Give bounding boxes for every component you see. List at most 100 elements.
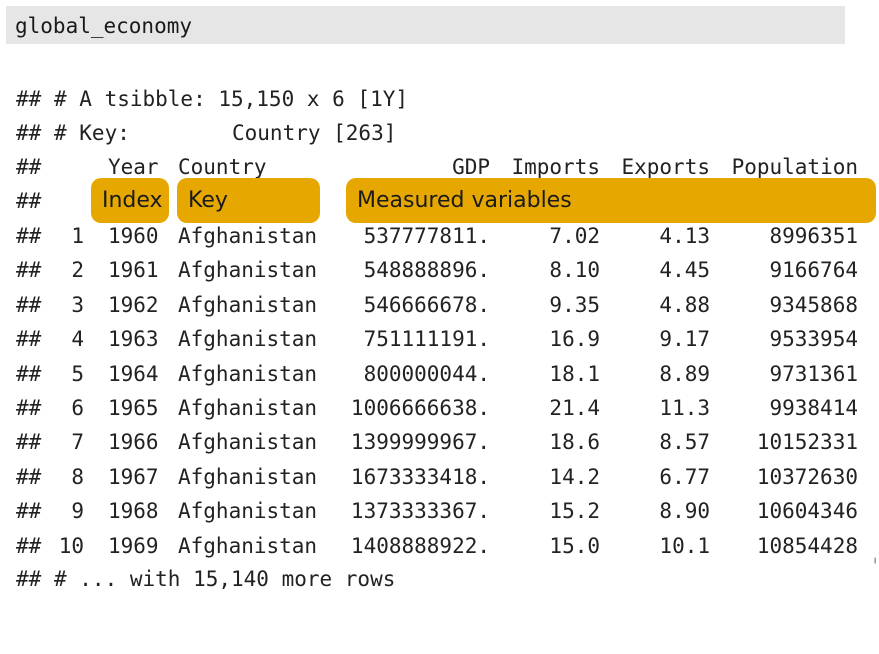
output-prefix: ## <box>16 533 42 558</box>
cell-country: Afghanistan <box>178 499 318 524</box>
code-block: global_economy <box>6 6 845 44</box>
row-number: 9 <box>71 499 84 524</box>
cell-gdp: 1673333418. <box>350 464 490 489</box>
cell-gdp: 548888896. <box>363 258 490 283</box>
row-number: 3 <box>71 292 84 317</box>
cell-exports: 9.17 <box>659 327 710 352</box>
row-number: 5 <box>71 361 84 386</box>
table-row: ## 5 1964 Afghanistan 800000044. 18.1 8.89 9731… <box>16 359 876 389</box>
output-line-column-headers: ## Year Country GDP Imports Exports Popu… <box>16 152 876 182</box>
column-header-population: Population <box>731 155 858 179</box>
cell-imports: 9.35 <box>549 292 600 317</box>
cell-gdp: 800000044. <box>363 361 490 386</box>
cell-year: 1963 <box>108 327 159 352</box>
code-command: global_economy <box>15 14 193 38</box>
output-prefix: ## <box>16 396 42 420</box>
cell-gdp: 1006666638. <box>350 396 490 420</box>
cell-year: 1961 <box>108 258 159 283</box>
output-line-footer: ## # ... with 15,140 more rows <box>16 564 876 594</box>
cell-gdp: 751111191. <box>363 327 490 352</box>
cell-population: 10854428 <box>756 533 858 558</box>
cell-imports: 15.0 <box>549 533 600 558</box>
key-value: Country [263] <box>232 121 397 145</box>
cell-year: 1967 <box>108 464 159 489</box>
cell-country: Afghanistan <box>178 361 318 386</box>
output-prefix: ## <box>16 258 42 283</box>
row-number: 8 <box>71 464 84 489</box>
table-row: ## 3 1962 Afghanistan 546666678. 9.35 4.88 9345… <box>16 290 876 320</box>
cell-country: Afghanistan <box>178 430 318 455</box>
cell-imports: 18.1 <box>549 361 600 386</box>
cell-imports: 21.4 <box>549 396 600 420</box>
cell-country: Afghanistan <box>178 533 318 558</box>
output-prefix: ## <box>16 361 42 386</box>
output-prefix: ## <box>16 464 42 489</box>
cell-population: 9533954 <box>769 327 858 352</box>
cell-country: Afghanistan <box>178 396 318 420</box>
output-prefix: ## <box>16 430 42 455</box>
output-prefix: ## <box>16 567 42 591</box>
table-row: ## 4 1963 Afghanistan 751111191. 16.9 9.17 9533… <box>16 324 876 354</box>
row-number: 4 <box>71 327 84 352</box>
cell-gdp: 546666678. <box>363 292 490 317</box>
table-row: ## 10 1969 Afghanistan 1408888922. 15.0 10.1 10… <box>16 531 876 561</box>
output-line-key: ## # Key: Country [263] <box>16 118 876 148</box>
cell-exports: 4.45 <box>659 258 710 283</box>
cell-country: Afghanistan <box>178 327 318 352</box>
cell-exports: 8.90 <box>659 499 710 524</box>
output-prefix: ## <box>16 499 42 524</box>
key-annotation-badge: Key <box>177 178 320 223</box>
output-line-annotations: ## <box>16 186 876 216</box>
row-number: 7 <box>71 430 84 455</box>
index-annotation-badge: Index <box>91 178 169 223</box>
measured-variables-annotation-badge: Measured variables <box>346 178 876 223</box>
cell-gdp: 1399999967. <box>350 430 490 455</box>
row-number: 1 <box>71 224 84 248</box>
cell-country: Afghanistan <box>178 224 318 248</box>
table-row: ## 8 1967 Afghanistan 1673333418. 14.2 6.77 103… <box>16 462 876 492</box>
cell-imports: 15.2 <box>549 499 600 524</box>
cell-population: 9731361 <box>769 361 858 386</box>
cell-year: 1964 <box>108 361 159 386</box>
cell-exports: 8.89 <box>659 361 710 386</box>
tsibble-header-text: # A tsibble: 15,150 x 6 [1Y] <box>54 87 409 111</box>
output-prefix: ## <box>16 155 42 179</box>
cell-imports: 7.02 <box>549 224 600 248</box>
output-prefix: ## <box>16 87 42 111</box>
table-row: ## 7 1966 Afghanistan 1399999967. 18.6 8.57 101… <box>16 427 876 457</box>
cell-population: 10604346 <box>756 499 858 524</box>
cell-imports: 16.9 <box>549 327 600 352</box>
cell-exports: 8.57 <box>659 430 710 455</box>
table-row: ## 2 1961 Afghanistan 548888896. 8.10 4.45 9166… <box>16 255 876 285</box>
output-prefix: ## <box>16 189 42 213</box>
column-header-year: Year <box>108 155 159 179</box>
cell-population: 10372630 <box>756 464 858 489</box>
cell-imports: 14.2 <box>549 464 600 489</box>
cell-country: Afghanistan <box>178 464 318 489</box>
cell-gdp: 1408888922. <box>350 533 490 558</box>
output-prefix: ## <box>16 327 42 352</box>
table-row: ## 1 1960 Afghanistan 537777811. 7.02 4.13 8996… <box>16 221 876 251</box>
output-prefix: ## <box>16 121 42 145</box>
corner-mark-icon: ╵ <box>872 559 879 570</box>
cell-year: 1960 <box>108 224 159 248</box>
cell-population: 9166764 <box>769 258 858 283</box>
cell-imports: 8.10 <box>549 258 600 283</box>
column-header-exports: Exports <box>621 155 710 179</box>
cell-country: Afghanistan <box>178 258 318 283</box>
cell-exports: 4.88 <box>659 292 710 317</box>
cell-gdp: 1373333367. <box>350 499 490 524</box>
output-line-tsibble-header: ## # A tsibble: 15,150 x 6 [1Y] <box>16 84 876 114</box>
cell-population: 10152331 <box>756 430 858 455</box>
cell-gdp: 537777811. <box>363 224 490 248</box>
cell-imports: 18.6 <box>549 430 600 455</box>
column-header-gdp: GDP <box>452 155 490 179</box>
cell-population: 8996351 <box>769 224 858 248</box>
cell-year: 1966 <box>108 430 159 455</box>
cell-exports: 6.77 <box>659 464 710 489</box>
column-header-imports: Imports <box>511 155 600 179</box>
footer-text: # ... with 15,140 more rows <box>54 567 396 591</box>
row-number: 10 <box>58 533 84 558</box>
cell-exports: 10.1 <box>659 533 710 558</box>
cell-population: 9345868 <box>769 292 858 317</box>
